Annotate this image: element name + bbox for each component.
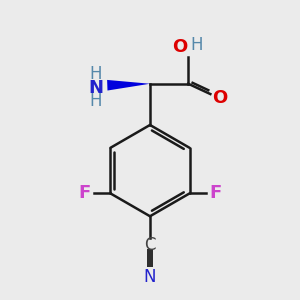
Text: N: N [144, 268, 156, 286]
Text: H: H [90, 92, 102, 110]
Text: O: O [212, 88, 227, 106]
Text: H: H [190, 36, 203, 54]
Text: O: O [172, 38, 188, 56]
Text: F: F [79, 184, 91, 202]
Text: F: F [209, 184, 221, 202]
Text: H: H [90, 65, 102, 83]
Text: C: C [144, 236, 156, 254]
Text: N: N [88, 79, 104, 97]
Polygon shape [107, 80, 150, 91]
